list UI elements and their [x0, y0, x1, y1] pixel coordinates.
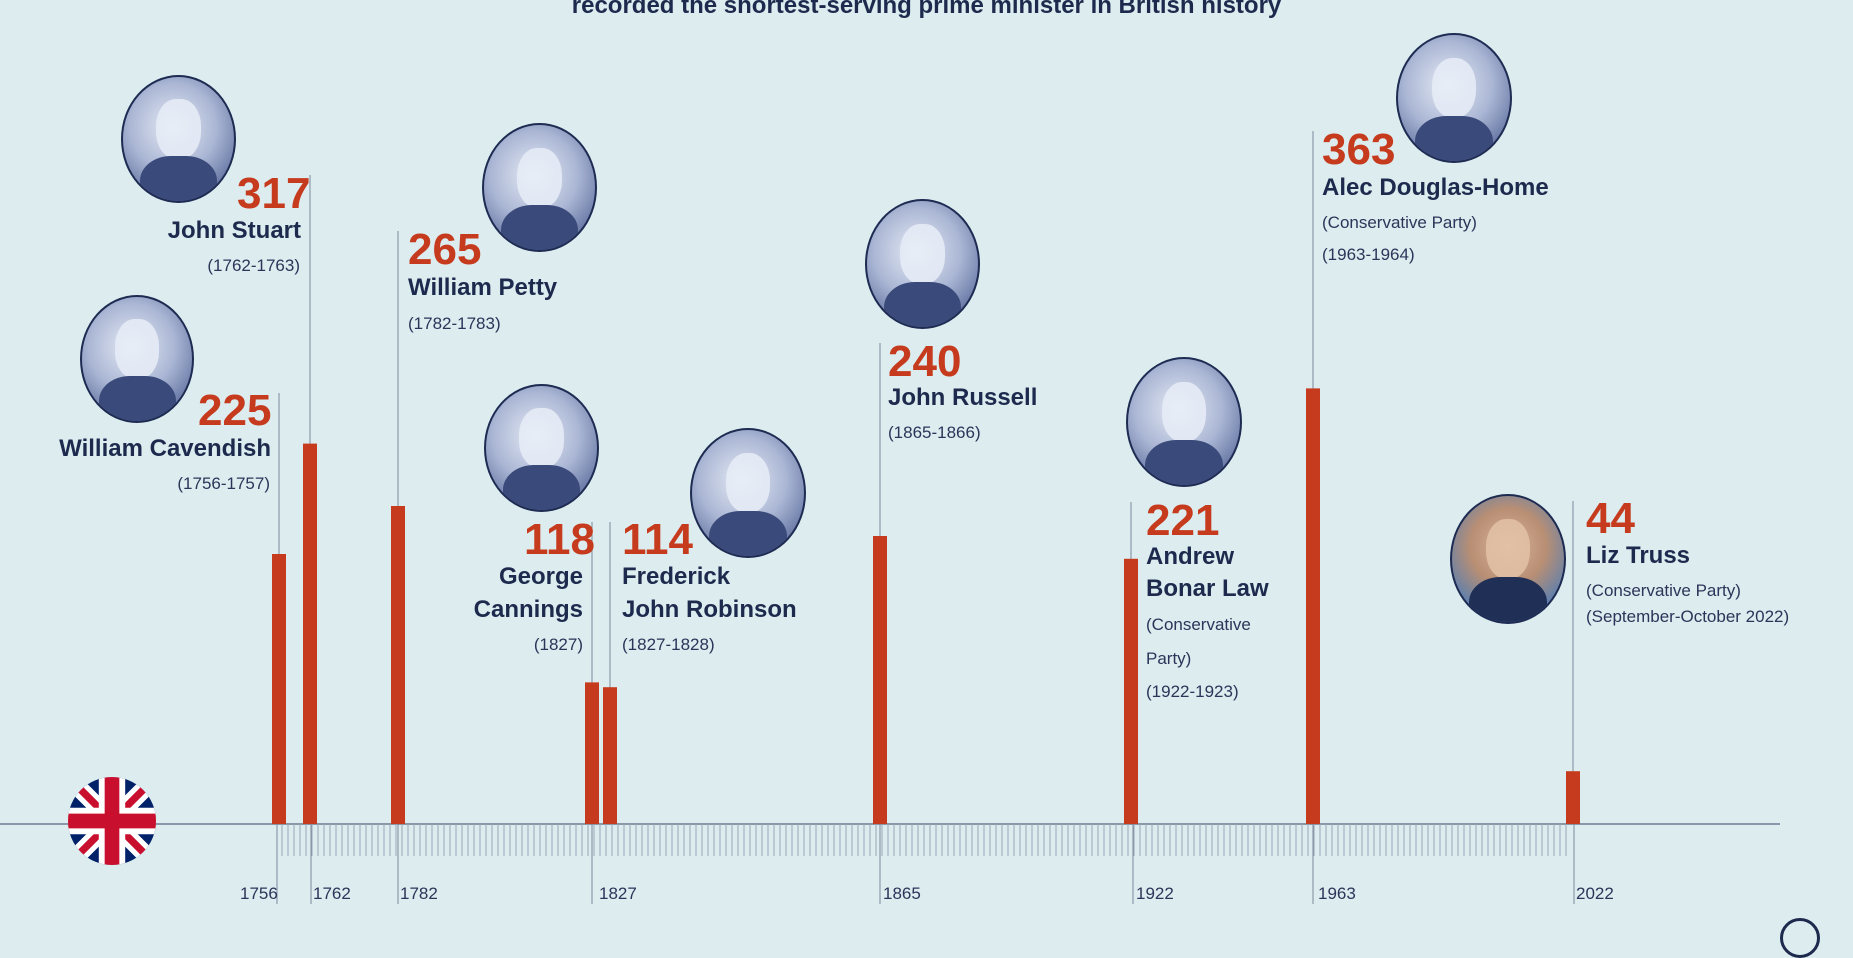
name-liz-truss: Liz Truss	[1586, 542, 1691, 569]
portrait-frederick-john-robinson	[690, 428, 806, 558]
years-frederick-john-robinson: (1827-1828)	[622, 635, 715, 654]
party-andrew-bonar-law-line2: Party)	[1146, 649, 1192, 668]
union-jack-flag-icon	[68, 777, 156, 865]
name-frederick-john-robinson-line1: Frederick	[622, 563, 731, 590]
portrait-alec-douglas-home	[1396, 33, 1512, 163]
value-label-alec-douglas-home: 363	[1322, 125, 1396, 174]
name-william-cavendish: William Cavendish	[59, 435, 271, 462]
name-william-petty: William Petty	[408, 274, 558, 301]
value-label-andrew-bonar-law: 221	[1146, 496, 1220, 545]
value-label-george-cannings: 118	[524, 515, 595, 564]
tick-label-1827: 1827	[599, 884, 637, 903]
chart-subtitle: recorded the shortest-serving prime mini…	[571, 0, 1282, 19]
years-william-cavendish: (1756-1757)	[177, 474, 270, 493]
portrait-william-petty	[482, 123, 597, 252]
years-john-russell: (1865-1866)	[888, 423, 981, 442]
bar-frederick-john-robinson	[603, 687, 617, 824]
name-george-cannings-line2: Cannings	[473, 596, 583, 623]
tick-label-1865: 1865	[883, 884, 921, 903]
bar-william-petty	[391, 506, 405, 824]
years-george-cannings: (1827)	[533, 635, 583, 654]
bar-william-cavendish	[272, 554, 286, 824]
value-label-frederick-john-robinson: 114	[622, 515, 693, 564]
bar-andrew-bonar-law	[1124, 558, 1138, 824]
bar-liz-truss	[1566, 771, 1580, 824]
tick-label-1762: 1762	[313, 884, 351, 903]
name-john-stuart: John Stuart	[167, 217, 301, 244]
portrait-andrew-bonar-law	[1126, 357, 1242, 487]
tick-label-2022: 2022	[1576, 884, 1614, 903]
name-george-cannings-line1: George	[498, 563, 583, 590]
party-liz-truss: (Conservative Party)	[1586, 581, 1741, 600]
value-label-john-stuart: 317	[237, 169, 311, 218]
portrait-william-cavendish	[80, 295, 194, 423]
bar-george-cannings	[585, 682, 599, 824]
years-john-stuart: (1762-1763)	[207, 256, 300, 275]
value-label-john-russell: 240	[888, 337, 962, 386]
years-andrew-bonar-law: (1922-1923)	[1146, 682, 1239, 701]
portrait-george-cannings	[484, 384, 599, 512]
portrait-john-stuart	[121, 75, 236, 203]
corner-circle-icon	[1780, 918, 1820, 958]
tick-label-1963: 1963	[1318, 884, 1356, 903]
value-label-liz-truss: 44	[1586, 494, 1635, 543]
value-label-william-cavendish: 225	[198, 386, 272, 435]
bar-john-russell	[873, 536, 887, 824]
name-john-russell: John Russell	[888, 384, 1038, 411]
tick-label-1756: 1756	[240, 884, 278, 903]
party-andrew-bonar-law-line1: (Conservative	[1146, 615, 1251, 634]
years-alec-douglas-home: (1963-1964)	[1322, 245, 1415, 264]
portrait-john-russell	[865, 199, 980, 329]
bar-alec-douglas-home	[1306, 388, 1320, 824]
years-liz-truss: (September-October 2022)	[1586, 607, 1790, 626]
name-andrew-bonar-law-line1: Andrew	[1146, 543, 1235, 570]
bar-john-stuart	[303, 443, 317, 824]
tick-label-1782: 1782	[400, 884, 438, 903]
years-william-petty: (1782-1783)	[408, 314, 501, 333]
name-andrew-bonar-law-line2: Bonar Law	[1146, 575, 1269, 602]
name-alec-douglas-home: Alec Douglas-Home	[1322, 174, 1549, 201]
name-frederick-john-robinson-line2: John Robinson	[622, 596, 797, 623]
portrait-liz-truss	[1450, 494, 1566, 624]
party-alec-douglas-home: (Conservative Party)	[1322, 213, 1477, 232]
timeline-chart	[0, 131, 1780, 904]
value-label-william-petty: 265	[408, 225, 482, 274]
tick-label-1922: 1922	[1136, 884, 1174, 903]
